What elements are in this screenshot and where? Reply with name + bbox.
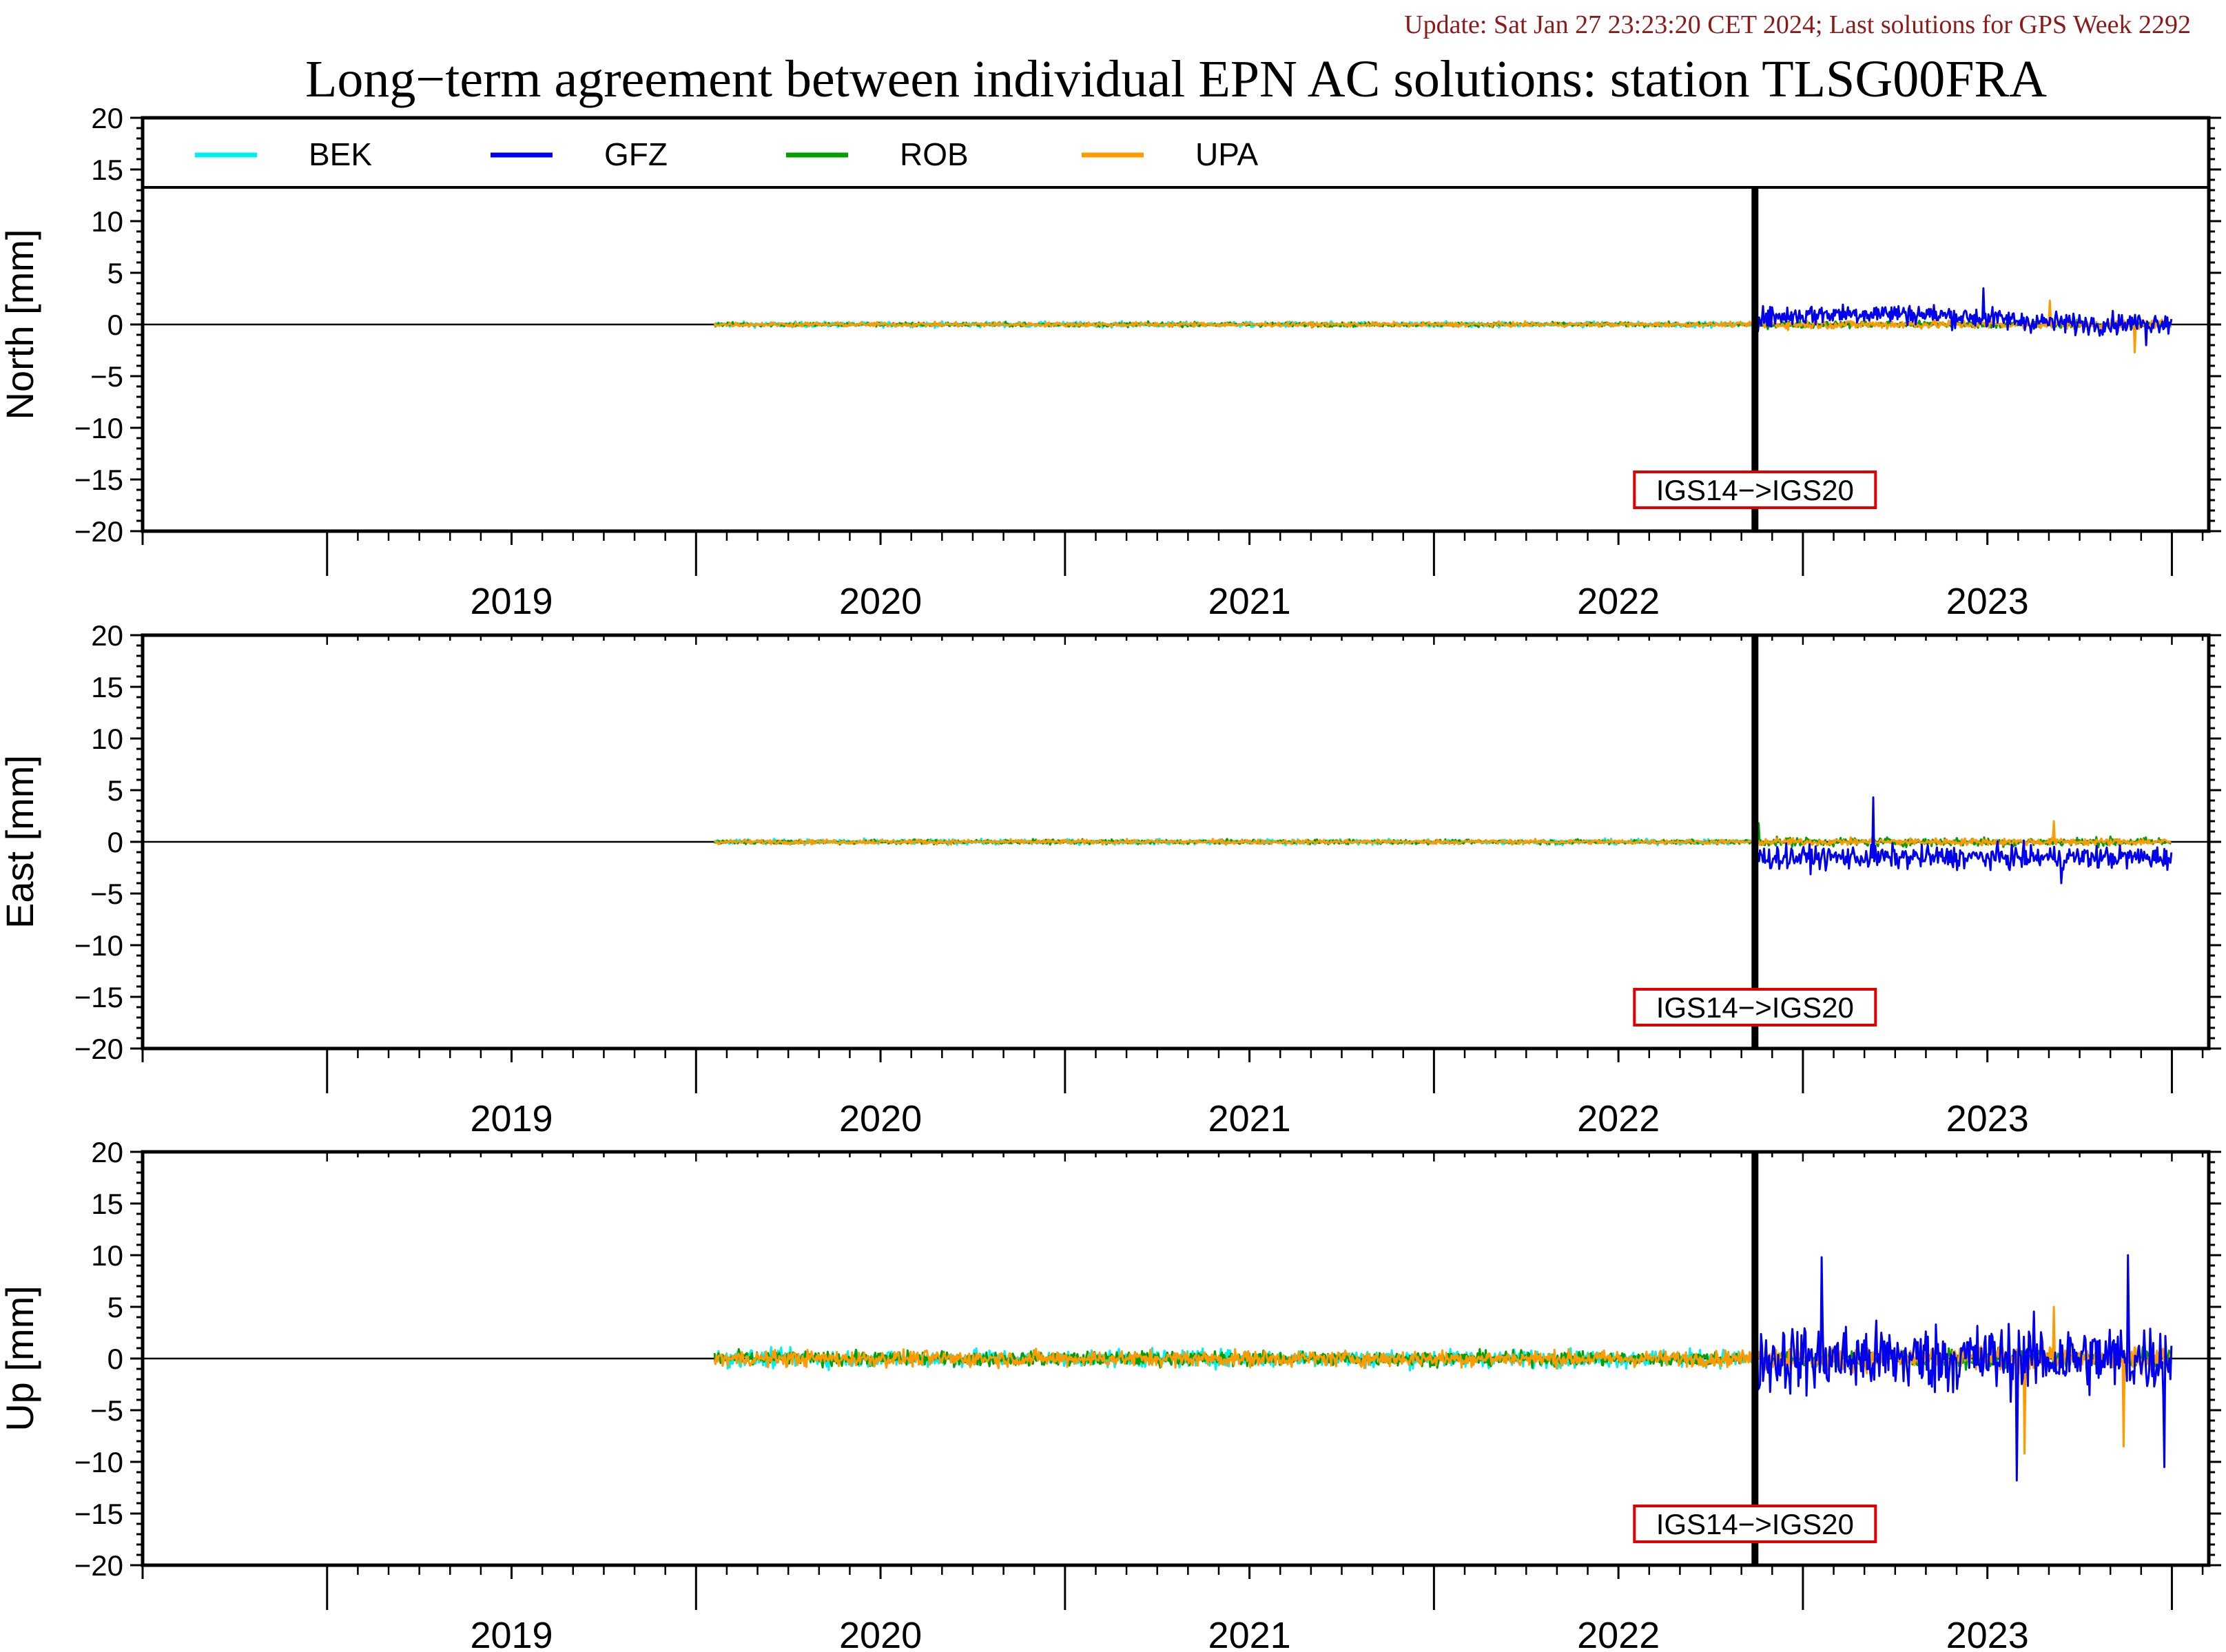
panel-up: 20 15 10 5 0 −5 −10 −15 −20 Up [mm] 2019 2020 2021 20… xyxy=(0,1136,2221,1652)
x-year-label: 2020 xyxy=(839,581,922,622)
legend-label-rob: ROB xyxy=(900,136,969,172)
y-tick-label: 5 xyxy=(107,1291,123,1323)
break-annotation-box xyxy=(1633,988,1877,1026)
series-line-upa xyxy=(713,300,2172,353)
break-annotation-label: IGS14−>IGS20 xyxy=(1656,991,1854,1024)
y-tick-label: −15 xyxy=(74,981,123,1013)
x-year-label: 2022 xyxy=(1577,1615,1660,1652)
y-tick-label: 20 xyxy=(91,1136,123,1168)
series-group xyxy=(713,796,2173,885)
y-tick-label: −5 xyxy=(90,360,123,393)
y-tick-label: 5 xyxy=(107,774,123,807)
legend-label-gfz: GFZ xyxy=(604,136,668,172)
x-year-label: 2019 xyxy=(470,581,553,622)
series-line-upa xyxy=(714,820,2172,847)
x-year-label: 2021 xyxy=(1208,1098,1291,1139)
y-tick-label: −20 xyxy=(74,515,123,548)
update-text: Update: Sat Jan 27 23:23:20 CET 2024; La… xyxy=(1404,10,2191,39)
y-axis-label: North [mm] xyxy=(0,229,41,420)
y-tick-label: −10 xyxy=(74,1446,123,1478)
break-annotation-box xyxy=(1633,1505,1877,1543)
x-year-label: 2020 xyxy=(839,1098,922,1139)
series-line-gfz xyxy=(1753,1254,2173,1482)
panel-frame-outline xyxy=(141,116,2211,533)
panel-east: 20 15 10 5 0 −5 −10 −15 −20 East [mm] 2019 2020 2021… xyxy=(0,619,2221,1139)
series-group xyxy=(713,287,2173,353)
y-tick-label: 0 xyxy=(107,1343,123,1375)
legend-label-upa: UPA xyxy=(1195,136,1258,172)
y-tick-label: 20 xyxy=(91,619,123,652)
y-tick-label: 10 xyxy=(91,723,123,755)
x-year-label: 2023 xyxy=(1946,1098,2029,1139)
x-year-label: 2023 xyxy=(1946,581,2029,622)
y-tick-label: −10 xyxy=(74,412,123,444)
break-annotation-label: IGS14−>IGS20 xyxy=(1656,474,1854,506)
y-tick-label: 10 xyxy=(91,1239,123,1272)
series-group xyxy=(713,1254,2173,1482)
x-year-label: 2022 xyxy=(1577,581,1660,622)
x-year-label: 2021 xyxy=(1208,1615,1291,1652)
x-year-label: 2022 xyxy=(1577,1098,1660,1139)
series-line-gfz xyxy=(1753,287,2173,347)
x-year-label: 2019 xyxy=(470,1615,553,1652)
y-tick-label: 0 xyxy=(107,309,123,341)
y-tick-label: −15 xyxy=(74,1498,123,1530)
y-tick-label: 5 xyxy=(107,257,123,289)
chart-title: Long−term agreement between individual E… xyxy=(305,50,2047,108)
legend-label-bek: BEK xyxy=(309,136,372,172)
y-axis-label: Up [mm] xyxy=(0,1286,41,1432)
y-tick-label: 15 xyxy=(91,154,123,186)
y-tick-label: 0 xyxy=(107,826,123,858)
break-annotation-label: IGS14−>IGS20 xyxy=(1656,1508,1854,1540)
y-tick-label: 20 xyxy=(91,102,123,134)
y-tick-label: −20 xyxy=(74,1549,123,1582)
y-axis-label: East [mm] xyxy=(0,755,41,929)
series-line-gfz xyxy=(1753,796,2173,885)
break-annotation-box xyxy=(1633,471,1877,509)
y-tick-label: −20 xyxy=(74,1033,123,1065)
y-tick-label: 15 xyxy=(91,1188,123,1220)
y-tick-label: 10 xyxy=(91,205,123,238)
x-year-label: 2020 xyxy=(839,1615,922,1652)
y-tick-label: −5 xyxy=(90,1394,123,1427)
x-year-label: 2021 xyxy=(1208,581,1291,622)
panel-north: 20 15 10 5 0 −5 −10 −15 −20 North [mm] 2019 2020 202… xyxy=(0,102,2221,622)
y-tick-label: −15 xyxy=(74,464,123,496)
y-tick-label: −5 xyxy=(90,878,123,910)
y-tick-label: −10 xyxy=(74,929,123,962)
x-year-label: 2019 xyxy=(470,1098,553,1139)
y-tick-label: 15 xyxy=(91,671,123,703)
x-year-label: 2023 xyxy=(1946,1615,2029,1652)
legend-background xyxy=(143,118,2209,187)
